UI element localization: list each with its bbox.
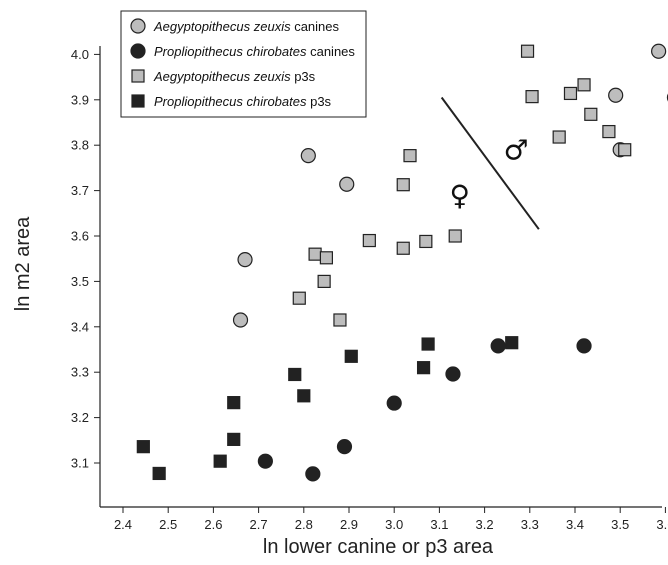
square-point-series-2 (419, 234, 433, 249)
circle-point-series-0 (300, 148, 316, 164)
legend-marker-0 (130, 18, 146, 34)
legend-label-2: Aegyptopithecus zeuxis p3s (153, 69, 316, 84)
y-tick-label: 3.5 (71, 274, 89, 289)
square-point-series-2 (333, 313, 347, 327)
legend-species: Propliopithecus chirobates (154, 44, 307, 59)
square-point-series-2 (563, 86, 578, 101)
circle-point-series-0 (651, 43, 667, 59)
y-axis-title: ln m2 area (12, 216, 34, 311)
square-point-series-2 (308, 247, 322, 261)
legend-marker-2 (131, 69, 145, 83)
circle-point-series-0 (232, 312, 249, 328)
circle-point-series-1 (490, 338, 506, 354)
x-tick-label: 3.4 (566, 517, 584, 532)
square-point-series-2 (317, 274, 331, 288)
x-tick-label: 3.6 (656, 517, 668, 532)
square-point-series-3 (213, 454, 227, 468)
data-points (136, 43, 668, 482)
y-ticks: 3.1 3.2 3.3 3.4 3.5 3.6 3.7 3.8 3.9 4.0 (71, 47, 100, 471)
y-tick-label: 3.1 (71, 456, 89, 471)
square-point-series-2 (362, 233, 376, 248)
x-tick-label: 2.6 (204, 517, 222, 532)
square-point-series-2 (552, 130, 566, 144)
legend-species: Aegyptopithecus zeuxis (153, 69, 291, 84)
y-tick-label: 3.7 (71, 183, 89, 198)
y-tick-label: 3.4 (71, 319, 89, 334)
sex-annotations: ♂♀ (449, 134, 528, 212)
square-point-series-3 (297, 389, 311, 403)
circle-point-series-1 (336, 439, 353, 455)
legend-label-3: Propliopithecus chirobates p3s (154, 94, 332, 109)
x-tick-label: 3.3 (521, 517, 539, 532)
square-point-series-2 (525, 90, 539, 104)
square-point-series-2 (448, 229, 462, 243)
male-symbol: ♂ (504, 134, 529, 167)
legend-label-0: Aegyptopithecus zeuxis canines (153, 19, 340, 34)
x-tick-label: 3.0 (385, 517, 403, 532)
square-point-series-2 (520, 44, 535, 58)
square-point-series-3 (227, 432, 241, 446)
x-tick-label: 2.5 (159, 517, 177, 532)
circle-point-series-0 (339, 176, 355, 192)
circle-point-series-1 (386, 395, 402, 411)
y-tick-label: 4.0 (71, 47, 89, 62)
x-tick-label: 2.7 (250, 517, 268, 532)
circle-point-series-1 (445, 366, 461, 382)
female-symbol: ♀ (449, 179, 470, 212)
x-tick-label: 3.2 (476, 517, 494, 532)
square-point-series-2 (292, 291, 306, 305)
y-tick-label: 3.6 (71, 229, 89, 244)
square-point-series-3 (152, 466, 166, 481)
x-tick-label: 2.4 (114, 517, 132, 532)
square-point-series-2 (577, 78, 591, 92)
legend-label-1: Propliopithecus chirobates canines (154, 44, 355, 59)
legend-marker-3 (131, 94, 145, 108)
legend-species: Aegyptopithecus zeuxis (153, 19, 291, 34)
circle-point-series-1 (305, 466, 321, 482)
legend-part: canines (291, 19, 340, 34)
square-point-series-2 (403, 149, 417, 163)
x-tick-label: 2.9 (340, 517, 358, 532)
circle-point-series-0 (237, 252, 253, 268)
x-tick-label: 3.1 (430, 517, 448, 532)
y-tick-label: 3.3 (71, 365, 89, 380)
circle-point-series-0 (608, 87, 624, 103)
square-point-series-3 (344, 349, 358, 363)
x-axis-title: ln lower canine or p3 area (263, 536, 494, 558)
x-tick-label: 2.8 (295, 517, 313, 532)
square-point-series-3 (136, 440, 150, 454)
legend-box (120, 10, 367, 118)
divider-line (440, 96, 540, 230)
square-point-series-2 (396, 241, 410, 255)
y-tick-label: 3.2 (71, 410, 89, 425)
x-ticks: 2.42.52.62.72.82.93.03.13.23.33.43.53.63… (114, 507, 668, 532)
square-point-series-2 (396, 178, 410, 192)
square-point-series-3 (288, 367, 302, 382)
square-point-series-3 (416, 361, 431, 375)
legend-species: Propliopithecus chirobates (154, 94, 307, 109)
square-point-series-2 (602, 124, 616, 139)
square-point-series-3 (421, 337, 435, 351)
square-point-series-3 (505, 336, 519, 350)
square-point-series-2 (618, 143, 632, 157)
y-tick-label: 3.9 (71, 92, 89, 107)
legend-part: p3s (306, 94, 331, 109)
x-tick-label: 3.5 (611, 517, 629, 532)
legend: Aegyptopithecus zeuxis caninesPropliopit… (120, 10, 367, 118)
legend-marker-1 (130, 43, 146, 59)
legend-part: p3s (291, 69, 316, 84)
square-point-series-3 (227, 396, 241, 410)
circle-point-series-1 (576, 338, 592, 354)
circle-point-series-1 (257, 453, 273, 469)
square-point-series-2 (319, 251, 333, 265)
legend-part: canines (306, 44, 355, 59)
y-tick-label: 3.8 (71, 138, 89, 153)
square-point-series-2 (584, 107, 598, 121)
